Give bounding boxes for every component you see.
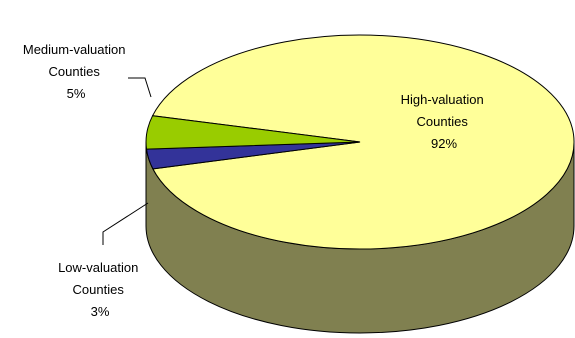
label-medium-pct: 5% <box>67 86 86 101</box>
label-high-line2: Counties <box>417 114 469 129</box>
label-medium-valuation: Medium-valuation Counties 5% <box>23 42 129 101</box>
label-high-valuation: High-valuation Counties 92% <box>401 92 488 151</box>
pie-slice-medium-valuation <box>145 115 361 150</box>
pie-slice-high-valuation <box>151 34 575 250</box>
label-low-line1: Low-valuation <box>58 260 138 275</box>
leader-line-medium <box>128 77 152 98</box>
label-high-line1: High-valuation <box>401 92 484 107</box>
label-high-pct: 92% <box>431 136 457 151</box>
label-low-pct: 3% <box>91 304 110 319</box>
label-low-valuation: Low-valuation Counties 3% <box>58 260 142 319</box>
label-medium-line2: Counties <box>49 64 101 79</box>
leader-line-low <box>102 202 149 245</box>
label-medium-line1: Medium-valuation <box>23 42 126 57</box>
label-low-line2: Counties <box>73 282 125 297</box>
